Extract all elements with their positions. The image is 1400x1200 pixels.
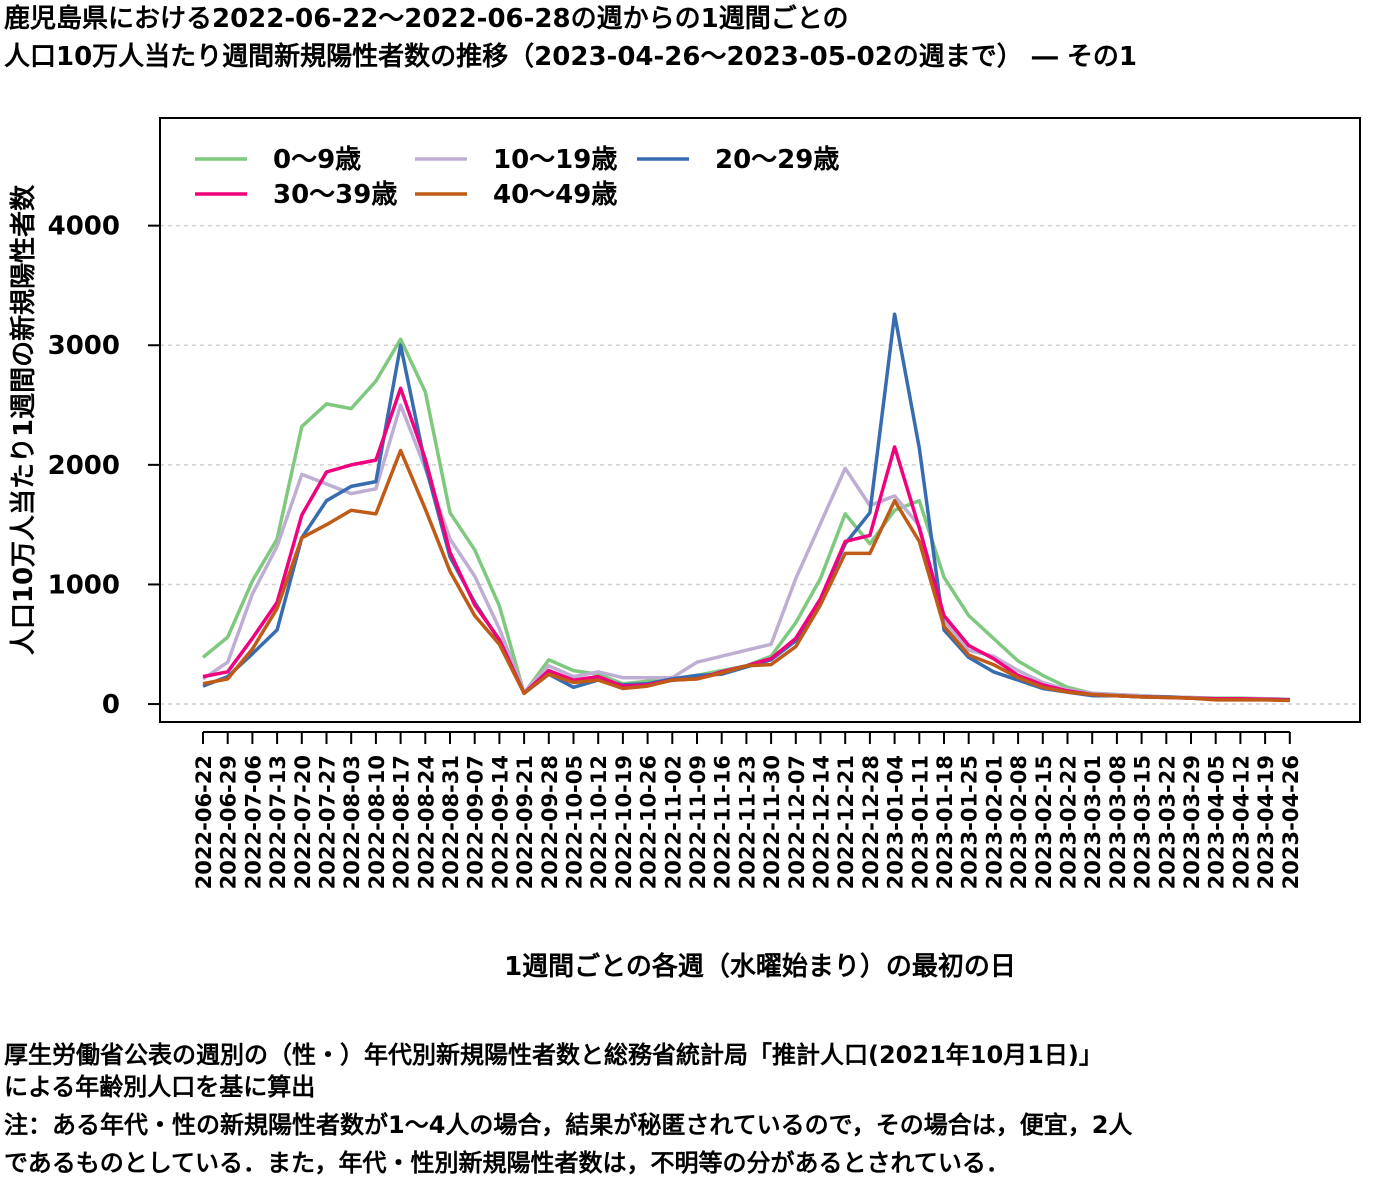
x-tick-label: 2023-03-01 (1081, 755, 1105, 889)
x-tick-label: 2023-04-19 (1254, 755, 1278, 889)
x-tick-label: 2022-09-07 (464, 755, 488, 889)
y-tick-label: 1000 (48, 570, 120, 600)
grid (160, 224, 1360, 705)
series-line-1 (202, 403, 1290, 702)
x-tick-label: 2022-08-10 (365, 755, 389, 889)
footnote-line2: であるものとしている．また，年代・性別新規陽性者数は，不明等の分があるとされてい… (4, 1149, 1010, 1177)
x-tick-label: 2022-06-22 (192, 755, 216, 889)
x-tick-label: 2023-02-22 (1057, 755, 1081, 889)
x-tick-label: 2022-12-14 (810, 755, 834, 889)
x-tick-label: 2023-01-18 (933, 755, 957, 889)
x-tick-label: 2022-06-29 (217, 755, 241, 889)
x-tick-label: 2023-03-22 (1155, 755, 1179, 889)
x-tick-label: 2023-03-15 (1131, 755, 1155, 889)
x-tick-label: 2022-10-05 (563, 755, 587, 889)
x-axis: 2022-06-22 2022-06-29 2022-07-06 2022-07-13… (192, 731, 1303, 889)
x-tick-label: 2022-09-28 (538, 755, 562, 889)
series-line-0 (201, 337, 1290, 702)
x-tick-label: 2022-07-27 (316, 755, 340, 889)
series-line-2 (202, 312, 1290, 702)
x-tick-label: 2022-09-14 (488, 755, 512, 889)
x-tick-label: 2023-03-29 (1180, 755, 1204, 889)
legend-label-0: 0～9歳 (273, 145, 361, 175)
legend-label-2: 20～29歳 (715, 145, 839, 175)
legend-label-4: 40～49歳 (493, 180, 617, 210)
legend-label-3: 30～39歳 (273, 180, 397, 210)
y-tick-label: 3000 (48, 331, 120, 361)
x-tick-label: 2023-01-04 (884, 755, 908, 889)
x-tick-label: 2022-12-07 (785, 755, 809, 889)
x-tick-label: 2022-10-12 (587, 755, 611, 889)
x-tick-label: 2022-07-13 (266, 755, 290, 889)
x-tick-label: 2022-10-26 (637, 755, 661, 889)
chart-title-line1: 鹿児島県における2022-06-22～2022-06-28の週からの1週間ごとの (4, 4, 849, 34)
x-tick-label: 2022-11-09 (686, 755, 710, 889)
y-axis-label: 人口10万人当たり1週間の新規陽性者数 (8, 184, 39, 655)
x-tick-label: 2022-10-19 (612, 755, 636, 889)
x-tick-label: 2023-02-08 (1007, 755, 1031, 889)
x-tick-label: 2022-09-21 (513, 755, 537, 889)
legend-label-1: 10～19歳 (493, 145, 617, 175)
x-tick-label: 2023-02-15 (1032, 755, 1056, 889)
x-tick-label: 2022-08-03 (340, 755, 364, 889)
x-tick-label: 2023-03-08 (1106, 755, 1130, 889)
source-note-line1: 厚生労働省公表の週別の（性・）年代別新規陽性者数と総務省統計局「推計人口(202… (4, 1041, 1103, 1069)
source-note-line2: による年齢別人口を基に算出 (4, 1073, 316, 1101)
x-tick-label: 2022-07-20 (291, 755, 315, 889)
x-tick-label: 2022-11-30 (760, 755, 784, 889)
x-tick-label: 2023-04-12 (1229, 755, 1253, 889)
series-line-3 (202, 386, 1290, 702)
y-axis: 0 1000 2000 3000 4000 (48, 212, 161, 720)
x-tick-label: 2022-11-02 (661, 755, 685, 889)
x-tick-label: 2022-08-31 (439, 755, 463, 889)
x-tick-label: 2022-12-21 (834, 755, 858, 889)
x-tick-label: 2023-01-11 (908, 755, 932, 889)
y-tick-label: 2000 (48, 451, 120, 481)
footnote-line1: 注：ある年代・性の新規陽性者数が1～4人の場合，結果が秘匿されているので，その場… (4, 1111, 1133, 1139)
x-tick-label: 2022-11-23 (735, 755, 759, 889)
x-tick-label: 2023-04-05 (1205, 755, 1229, 889)
series-lines (201, 312, 1290, 703)
x-tick-label: 2023-02-01 (982, 755, 1006, 889)
chart-title-line2: 人口10万人当たり週間新規陽性者数の推移（2023-04-26～2023-05-… (4, 42, 1137, 72)
legend: 0～9歳 10～19歳 20～29歳 30～39歳 40～49歳 (195, 145, 839, 210)
x-tick-label: 2022-08-24 (414, 755, 438, 889)
y-tick-label: 4000 (48, 212, 120, 242)
x-tick-label: 2022-07-06 (241, 755, 265, 889)
x-tick-label: 2022-11-16 (711, 755, 735, 889)
x-tick-label: 2023-01-25 (958, 755, 982, 889)
series-line-4 (202, 448, 1290, 703)
x-tick-label: 2023-04-26 (1279, 755, 1303, 889)
y-tick-label: 0 (102, 690, 120, 720)
x-tick-label: 2022-08-17 (390, 755, 414, 889)
x-tick-label: 2022-12-28 (859, 755, 883, 889)
x-axis-label: 1週間ごとの各週（水曜始まり）の最初の日 (504, 951, 1016, 982)
